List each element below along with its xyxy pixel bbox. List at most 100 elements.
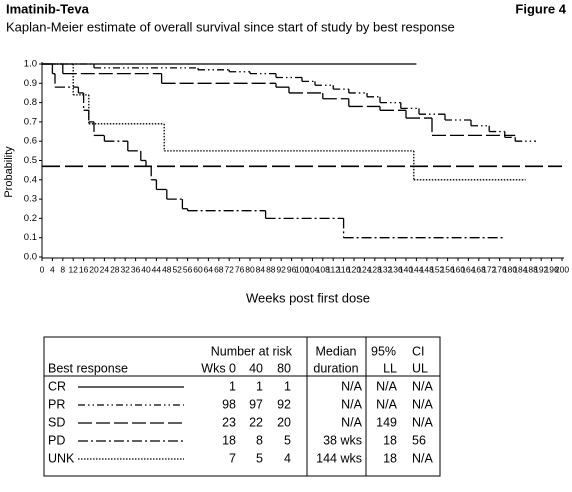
x-tick-label: 192 [534, 264, 548, 274]
x-tick-label: 160 [451, 264, 465, 274]
x-tick-label: 48 [162, 264, 172, 274]
table-header: CI [412, 344, 425, 358]
title: Imatinib-Teva [6, 1, 90, 16]
table-cell: N/A [412, 451, 434, 465]
table-cell: 18 [383, 433, 397, 447]
x-tick-label: 16 [79, 264, 89, 274]
y-tick-label: 1.0 [24, 59, 37, 70]
y-tick-label: 0.8 [24, 97, 37, 108]
x-tick-label: 24 [100, 264, 110, 274]
x-tick-label: 8 [60, 264, 65, 274]
table-header: Best response [48, 361, 128, 375]
table-cell: 18 [222, 433, 236, 447]
y-tick-label: 0.7 [24, 116, 37, 127]
x-tick-label: 64 [204, 264, 214, 274]
y-tick-label: 0.2 [24, 213, 37, 224]
table-cell: 149 [376, 415, 397, 429]
table-cell: 144 wks [316, 451, 362, 465]
table-cell: 38 wks [323, 433, 362, 447]
table-header: LL [383, 361, 397, 375]
y-tick-label: 0.6 [24, 136, 37, 147]
chart-title: Kaplan-Meier estimate of overall surviva… [6, 19, 455, 34]
table-cell: 18 [383, 451, 397, 465]
x-tick-label: 32 [120, 264, 130, 274]
x-axis-label: Weeks post first dose [246, 290, 370, 305]
table-cell: 98 [222, 397, 236, 411]
table-cell: 1 [229, 379, 236, 393]
x-tick-label: 188 [524, 264, 538, 274]
x-tick-label: 180 [503, 264, 517, 274]
legend-label: PR [48, 397, 65, 411]
y-tick-label: 0.5 [24, 155, 37, 166]
y-tick-label: 0.1 [24, 232, 37, 243]
x-tick-label: 0 [40, 264, 45, 274]
table-cell: 7 [229, 451, 236, 465]
x-tick-label: 200 [555, 264, 569, 274]
x-tick-label: 184 [513, 264, 527, 274]
x-tick-label: 12 [68, 264, 78, 274]
y-tick-label: 0.0 [24, 252, 37, 263]
x-tick-label: 96 [287, 264, 297, 274]
x-tick-label: 84 [256, 264, 266, 274]
x-tick-label: 144 [409, 264, 423, 274]
x-tick-label: 72 [224, 264, 234, 274]
x-tick-label: 172 [482, 264, 496, 274]
legend-label: CR [48, 379, 66, 393]
x-tick-label: 20 [89, 264, 99, 274]
x-tick-label: 132 [378, 264, 392, 274]
x-tick-label: 92 [276, 264, 286, 274]
table-header: Median [316, 344, 357, 358]
table-cell: 20 [277, 415, 291, 429]
x-tick-label: 196 [545, 264, 559, 274]
x-tick-label: 76 [235, 264, 245, 274]
table-cell: 56 [412, 433, 426, 447]
table-cell: 5 [256, 451, 263, 465]
y-tick-label: 0.3 [24, 194, 37, 205]
x-tick-label: 124 [357, 264, 371, 274]
table-cell: 8 [256, 433, 263, 447]
table-cell: N/A [412, 397, 434, 411]
x-tick-label: 176 [493, 264, 507, 274]
x-tick-label: 56 [183, 264, 193, 274]
table-cell: 23 [222, 415, 236, 429]
table-header: 80 [277, 361, 291, 375]
y-tick-label: 0.4 [24, 174, 37, 185]
y-axis-label: Probability [3, 146, 15, 198]
x-tick-label: 140 [399, 264, 413, 274]
x-tick-label: 116 [337, 264, 351, 274]
table-cell: N/A [412, 415, 434, 429]
x-tick-label: 88 [266, 264, 276, 274]
x-tick-label: 104 [305, 264, 319, 274]
x-tick-label: 44 [152, 264, 162, 274]
table-cell: 5 [284, 433, 291, 447]
legend-label: SD [48, 415, 65, 429]
x-tick-label: 28 [110, 264, 120, 274]
legend-label: UNK [48, 451, 75, 465]
x-tick-label: 40 [141, 264, 151, 274]
x-tick-label: 128 [368, 264, 382, 274]
table-border [43, 336, 441, 477]
legend-label: PD [48, 433, 65, 447]
x-tick-label: 68 [214, 264, 224, 274]
x-tick-label: 60 [193, 264, 203, 274]
table-cell: 92 [277, 397, 291, 411]
y-tick-label: 0.9 [24, 78, 37, 89]
x-tick-label: 136 [389, 264, 403, 274]
table-cell: N/A [341, 415, 363, 429]
x-tick-label: 148 [420, 264, 434, 274]
x-tick-label: 112 [326, 264, 340, 274]
table-cell: 22 [249, 415, 263, 429]
table-header: UL [412, 361, 428, 375]
table-cell: N/A [376, 379, 398, 393]
table-header: 95% [371, 344, 396, 358]
x-tick-label: 100 [295, 264, 309, 274]
x-tick-label: 164 [461, 264, 475, 274]
figure-label: Figure 4 [515, 1, 566, 16]
x-tick-label: 120 [347, 264, 361, 274]
table-header: Wks 0 [201, 361, 236, 375]
table-cell: N/A [341, 397, 363, 411]
table: Best response Number at risk Wks 0 40 80… [43, 336, 441, 477]
x-tick-label: 108 [316, 264, 330, 274]
x-tick-label: 4 [50, 264, 55, 274]
table-cell: N/A [412, 379, 434, 393]
